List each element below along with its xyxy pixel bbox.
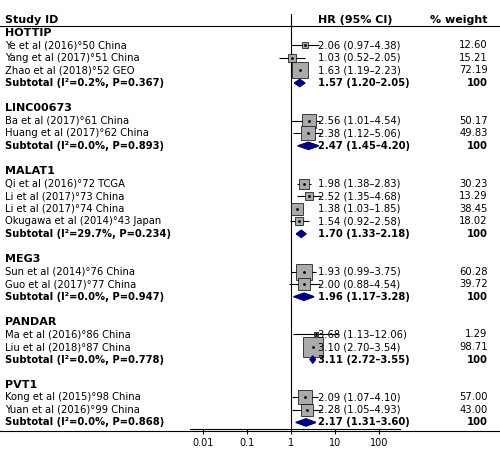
Text: 3.68 (1.13–12.06): 3.68 (1.13–12.06) — [318, 330, 406, 339]
Text: Ye et al (2016)°50 China: Ye et al (2016)°50 China — [5, 40, 127, 50]
Text: 2.00 (0.88–4.54): 2.00 (0.88–4.54) — [318, 279, 400, 289]
Text: 18.02: 18.02 — [459, 216, 488, 226]
Text: 60.28: 60.28 — [459, 266, 488, 277]
Text: 100: 100 — [466, 141, 487, 151]
Text: 1.38 (1.03–1.85): 1.38 (1.03–1.85) — [318, 204, 400, 214]
Text: Li et al (2017)°73 China: Li et al (2017)°73 China — [5, 191, 124, 201]
Text: 39.72: 39.72 — [459, 279, 488, 289]
Text: Subtotal (I²=0.0%, P=0.893): Subtotal (I²=0.0%, P=0.893) — [5, 141, 164, 151]
Text: % weight: % weight — [430, 15, 488, 25]
Text: Yuan et al (2016)°99 China: Yuan et al (2016)°99 China — [5, 405, 140, 415]
Text: Okugawa et al (2014)°43 Japan: Okugawa et al (2014)°43 Japan — [5, 216, 161, 226]
Text: MEG3: MEG3 — [5, 254, 41, 264]
Text: HOTTIP: HOTTIP — [5, 28, 52, 38]
Text: 1.54 (0.92–2.58): 1.54 (0.92–2.58) — [318, 216, 400, 226]
Text: Study ID: Study ID — [5, 15, 59, 25]
Text: 1.93 (0.99–3.75): 1.93 (0.99–3.75) — [318, 266, 400, 277]
Text: 2.52 (1.35–4.68): 2.52 (1.35–4.68) — [318, 191, 400, 201]
Text: 1.29: 1.29 — [465, 330, 487, 339]
Text: 1.63 (1.19–2.23): 1.63 (1.19–2.23) — [318, 65, 400, 76]
Text: 2.06 (0.97–4.38): 2.06 (0.97–4.38) — [318, 40, 400, 50]
Text: Liu et al (2018)°87 China: Liu et al (2018)°87 China — [5, 342, 130, 352]
Polygon shape — [296, 230, 306, 237]
Text: 2.17 (1.31–3.60): 2.17 (1.31–3.60) — [318, 418, 409, 427]
Text: 2.38 (1.12–5.06): 2.38 (1.12–5.06) — [318, 128, 400, 138]
Text: 100: 100 — [466, 418, 487, 427]
Text: PVT1: PVT1 — [5, 380, 37, 390]
Text: Subtotal (I²=0.0%, P=0.778): Subtotal (I²=0.0%, P=0.778) — [5, 355, 164, 365]
Polygon shape — [294, 293, 314, 300]
Polygon shape — [296, 419, 316, 426]
Text: 3.11 (2.72–3.55): 3.11 (2.72–3.55) — [318, 355, 409, 365]
Text: Ma et al (2016)°86 China: Ma et al (2016)°86 China — [5, 330, 131, 339]
Text: 50.17: 50.17 — [459, 116, 488, 126]
Text: HR (95% CI): HR (95% CI) — [318, 15, 392, 25]
Text: LINC00673: LINC00673 — [5, 103, 72, 113]
Text: 3.10 (2.70–3.54): 3.10 (2.70–3.54) — [318, 342, 400, 352]
Text: MALAT1: MALAT1 — [5, 166, 55, 176]
Text: 15.21: 15.21 — [459, 53, 488, 63]
Text: Subtotal (I²=29.7%, P=0.234): Subtotal (I²=29.7%, P=0.234) — [5, 229, 171, 239]
Text: 100: 100 — [466, 355, 487, 365]
Text: Zhao et al (2018)°52 GEO: Zhao et al (2018)°52 GEO — [5, 65, 134, 76]
Text: Sun et al (2014)°76 China: Sun et al (2014)°76 China — [5, 266, 135, 277]
Text: Yang et al (2017)°51 China: Yang et al (2017)°51 China — [5, 53, 140, 63]
Text: 1.98 (1.38–2.83): 1.98 (1.38–2.83) — [318, 178, 400, 189]
Text: Subtotal (I²=0.0%, P=0.947): Subtotal (I²=0.0%, P=0.947) — [5, 292, 164, 301]
Text: 13.29: 13.29 — [459, 191, 488, 201]
Text: 100: 100 — [466, 292, 487, 301]
Text: 49.83: 49.83 — [459, 128, 488, 138]
Text: 2.47 (1.45–4.20): 2.47 (1.45–4.20) — [318, 141, 410, 151]
Polygon shape — [310, 356, 316, 363]
Text: 2.28 (1.05–4.93): 2.28 (1.05–4.93) — [318, 405, 400, 415]
Text: 2.09 (1.07–4.10): 2.09 (1.07–4.10) — [318, 392, 400, 402]
Text: 57.00: 57.00 — [459, 392, 488, 402]
Text: 100: 100 — [466, 229, 487, 239]
Text: 72.19: 72.19 — [459, 65, 488, 76]
Text: 2.56 (1.01–4.54): 2.56 (1.01–4.54) — [318, 116, 400, 126]
Text: Guo et al (2017)°77 China: Guo et al (2017)°77 China — [5, 279, 136, 289]
Text: Kong et al (2015)°98 China: Kong et al (2015)°98 China — [5, 392, 141, 402]
Text: 1.03 (0.52–2.05): 1.03 (0.52–2.05) — [318, 53, 400, 63]
Text: Subtotal (I²=0.2%, P=0.367): Subtotal (I²=0.2%, P=0.367) — [5, 78, 164, 88]
Text: 12.60: 12.60 — [459, 40, 488, 50]
Text: 1.57 (1.20–2.05): 1.57 (1.20–2.05) — [318, 78, 409, 88]
Text: 98.71: 98.71 — [459, 342, 488, 352]
Polygon shape — [298, 142, 318, 149]
Text: Li et al (2017)°74 China: Li et al (2017)°74 China — [5, 204, 124, 214]
Text: Ba et al (2017)°61 China: Ba et al (2017)°61 China — [5, 116, 129, 126]
Text: Qi et al (2016)°72 TCGA: Qi et al (2016)°72 TCGA — [5, 178, 125, 189]
Text: 100: 100 — [466, 78, 487, 88]
Text: PANDAR: PANDAR — [5, 317, 57, 327]
Text: Subtotal (I²=0.0%, P=0.868): Subtotal (I²=0.0%, P=0.868) — [5, 418, 164, 427]
Text: Huang et al (2017)°62 China: Huang et al (2017)°62 China — [5, 128, 149, 138]
Text: 30.23: 30.23 — [459, 178, 488, 189]
Text: 1.96 (1.17–3.28): 1.96 (1.17–3.28) — [318, 292, 410, 301]
Polygon shape — [294, 79, 305, 87]
Text: 1.70 (1.33–2.18): 1.70 (1.33–2.18) — [318, 229, 409, 239]
Text: 43.00: 43.00 — [459, 405, 488, 415]
Text: 38.45: 38.45 — [459, 204, 488, 214]
